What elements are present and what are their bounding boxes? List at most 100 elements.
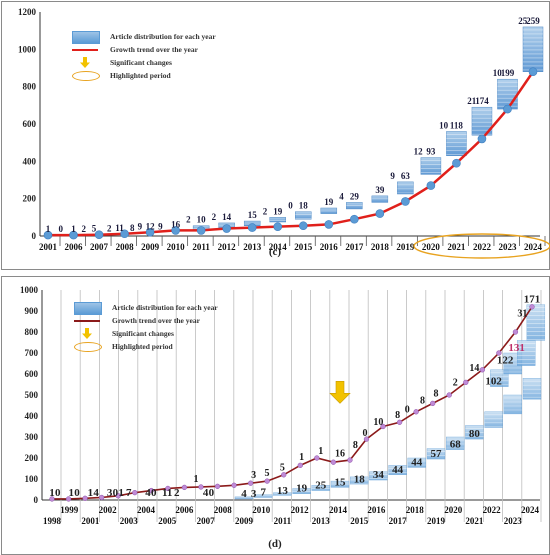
bar — [292, 488, 311, 494]
x-tick-label: 2001 — [39, 242, 58, 252]
bar-value-label: 12 — [414, 147, 424, 157]
line-value-label: 2 — [453, 377, 458, 388]
bar-value-label: 57 — [431, 448, 443, 460]
x-tick-label: 2007 — [197, 516, 216, 526]
line-value-label: 8 — [420, 396, 425, 407]
y-tick-label: 800 — [25, 327, 39, 337]
x-tick-label: 2006 — [175, 505, 194, 515]
bar-value-label: 80 — [469, 428, 481, 440]
bar-value-label: 102 — [485, 376, 502, 388]
y-tick-label: 300 — [25, 432, 39, 442]
data-point — [82, 495, 88, 501]
legend-bar-row: Article distribution for each year — [62, 30, 216, 44]
chart-d-legend: Article distribution for each year Growt… — [64, 301, 218, 353]
bar — [420, 157, 442, 175]
legend-arrow-label: Significant changes — [110, 58, 172, 67]
bar — [407, 457, 426, 468]
bar-value-label: 3 — [107, 487, 113, 499]
bar-value-label: 2 — [212, 212, 217, 222]
data-point — [99, 494, 105, 501]
data-point — [49, 496, 55, 502]
y-tick-label: 200 — [23, 194, 37, 204]
bar-value-label: 19 — [296, 483, 308, 495]
x-tick-label: 2008 — [214, 505, 233, 515]
data-point — [196, 226, 206, 235]
x-tick-label: 2005 — [158, 516, 177, 526]
data-point — [273, 222, 283, 231]
bar-value-label: 0 — [209, 487, 215, 499]
legend-arrow-label: Significant changes — [112, 329, 174, 338]
bar — [446, 131, 467, 156]
chart-c-caption: (c) — [268, 246, 282, 258]
bar-value-label: 15 — [248, 210, 258, 220]
data-point — [477, 134, 487, 144]
bar-value-label: 0 — [113, 487, 119, 499]
bar-value-label: 63 — [401, 171, 411, 181]
x-tick-label: 2021 — [447, 242, 466, 252]
bar-value-label: 0 — [288, 201, 293, 211]
x-tick-label: 2007 — [90, 242, 109, 252]
bar-value-label: 259 — [526, 16, 540, 26]
bar-value-label: 11 — [115, 223, 124, 233]
data-point — [496, 350, 502, 356]
data-point — [314, 455, 320, 461]
x-tick-label: 2024 — [524, 242, 543, 252]
data-point — [120, 229, 129, 239]
bar-value-label: 1 — [71, 224, 76, 234]
x-tick-label: 2024 — [521, 505, 540, 515]
bar-value-label: 2 — [263, 206, 268, 216]
x-tick-label: 2009 — [141, 242, 160, 252]
line-value-label: 16 — [335, 448, 345, 459]
bar-value-label: 34 — [373, 469, 385, 481]
bar-value-label: 44 — [392, 464, 404, 476]
bar-value-label: 11 — [162, 487, 172, 499]
data-point — [426, 181, 436, 190]
x-tick-label: 2023 — [498, 242, 517, 252]
bar-value-label: 13 — [277, 485, 289, 497]
line-value-label: 31 — [517, 308, 527, 319]
bar — [295, 211, 312, 220]
bar-value-label: 0 — [74, 487, 80, 499]
bar — [397, 181, 414, 195]
bar-value-label: 18 — [299, 201, 309, 211]
x-tick-label: 2017 — [389, 516, 408, 526]
y-tick-label: 1200 — [18, 7, 37, 17]
y-tick-label: 100 — [25, 474, 39, 484]
bar-value-label: 118 — [450, 120, 464, 130]
bar-value-label: 15 — [335, 476, 347, 488]
x-tick-label: 2008 — [116, 242, 135, 252]
y-tick-label: 800 — [23, 82, 37, 92]
data-point — [231, 482, 237, 488]
x-tick-label: 2016 — [320, 242, 339, 252]
data-point — [297, 462, 303, 469]
x-tick-label: 2015 — [350, 516, 369, 526]
bar-value-label: 199 — [501, 68, 515, 78]
data-point — [452, 158, 461, 168]
data-point — [65, 496, 72, 502]
data-point — [69, 230, 78, 240]
legend-line-label: Growth trend over the year — [112, 316, 200, 325]
data-point — [375, 209, 385, 218]
bar — [253, 494, 273, 498]
x-tick-label: 2016 — [367, 505, 386, 515]
bar-value-label: 25 — [315, 480, 327, 492]
bar-value-label: 68 — [450, 439, 462, 451]
x-tick-label: 2020 — [444, 505, 463, 515]
bar-value-label: 18 — [354, 473, 366, 485]
data-point — [171, 226, 180, 235]
x-tick-label: 2020 — [422, 242, 441, 252]
line-value-label: 8 — [395, 410, 400, 421]
y-tick-label: 200 — [25, 453, 39, 463]
x-tick-label: 2018 — [371, 242, 390, 252]
bar-value-label: 2 — [107, 224, 112, 234]
data-point — [247, 223, 257, 232]
data-point — [528, 67, 538, 77]
bar-value-label: 174 — [475, 96, 489, 106]
growth-trend-line — [52, 306, 533, 500]
line-value-label: 10 — [373, 417, 383, 428]
data-point — [298, 221, 308, 231]
data-point — [165, 485, 171, 492]
x-tick-label: 2014 — [329, 505, 348, 515]
